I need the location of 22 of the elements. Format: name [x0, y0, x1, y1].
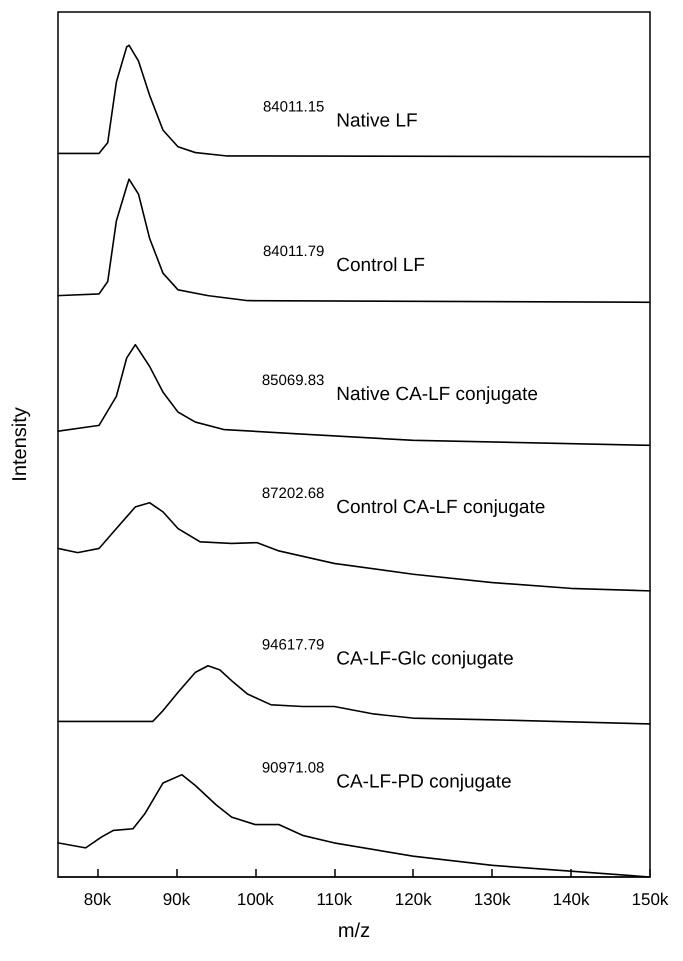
x-tick-label: 130k	[474, 890, 512, 909]
series-label: CA-LF-Glc conjugate	[336, 648, 514, 670]
x-tick-label: 90k	[162, 890, 191, 909]
x-tick-label: 80k	[84, 890, 112, 909]
x-tick-label: 100k	[236, 890, 274, 909]
annotation: 85069.83	[262, 372, 324, 390]
x-axis-title: m/z	[338, 920, 370, 942]
text: CA-LF-PD conjugate	[336, 772, 512, 793]
x-tick-label: 140k	[552, 890, 590, 909]
annotation: 87202.68	[262, 485, 324, 502]
annotation: 84011.15	[262, 98, 324, 116]
series-label: Native CA-LF conjugate	[336, 384, 538, 406]
series-label: Control LF	[336, 255, 425, 276]
x-tick-label: 150k	[632, 890, 669, 909]
annotation: 90971.08	[262, 760, 324, 777]
x-tick-label: 110k	[316, 890, 353, 909]
y-axis-title: Intensity	[9, 407, 31, 482]
text: Control CA-LF conjugate	[336, 497, 546, 518]
x-tick-label: 120k	[394, 890, 432, 909]
series-label: Native LF	[336, 110, 418, 132]
annotation: 84011.79	[262, 243, 324, 260]
annotation: 94617.79	[262, 636, 324, 654]
